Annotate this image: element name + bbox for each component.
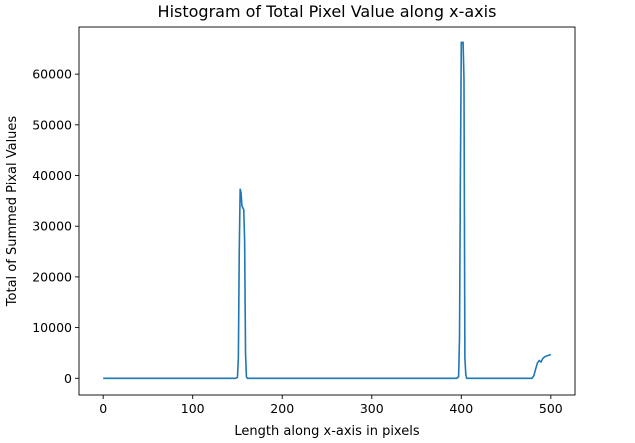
x-tick-label: 400 (449, 401, 473, 416)
x-tick-label: 500 (539, 401, 563, 416)
chart-title: Histogram of Total Pixel Value along x-a… (158, 2, 497, 21)
x-tick-label: 100 (181, 401, 205, 416)
y-tick-label: 20000 (32, 269, 72, 284)
plot-area: 0 100 200 300 400 500 0 10000 20000 30000 40000 500… (32, 26, 576, 416)
y-tick-label: 50000 (32, 117, 72, 132)
y-tick-label: 60000 (32, 67, 72, 82)
y-tick-label: 40000 (32, 168, 72, 183)
x-tick-label: 200 (270, 401, 294, 416)
x-tick-label: 300 (360, 401, 384, 416)
y-tick-label: 0 (64, 371, 72, 386)
y-tick-label: 10000 (32, 320, 72, 335)
x-tick-label: 0 (99, 401, 107, 416)
y-axis-label: Total of Summed Pixal Values (5, 116, 20, 308)
x-axis-label: Length along x-axis in pixels (234, 424, 419, 439)
y-tick-label: 30000 (32, 219, 72, 234)
axes-frame (78, 26, 576, 396)
series-line-0 (103, 41, 552, 380)
